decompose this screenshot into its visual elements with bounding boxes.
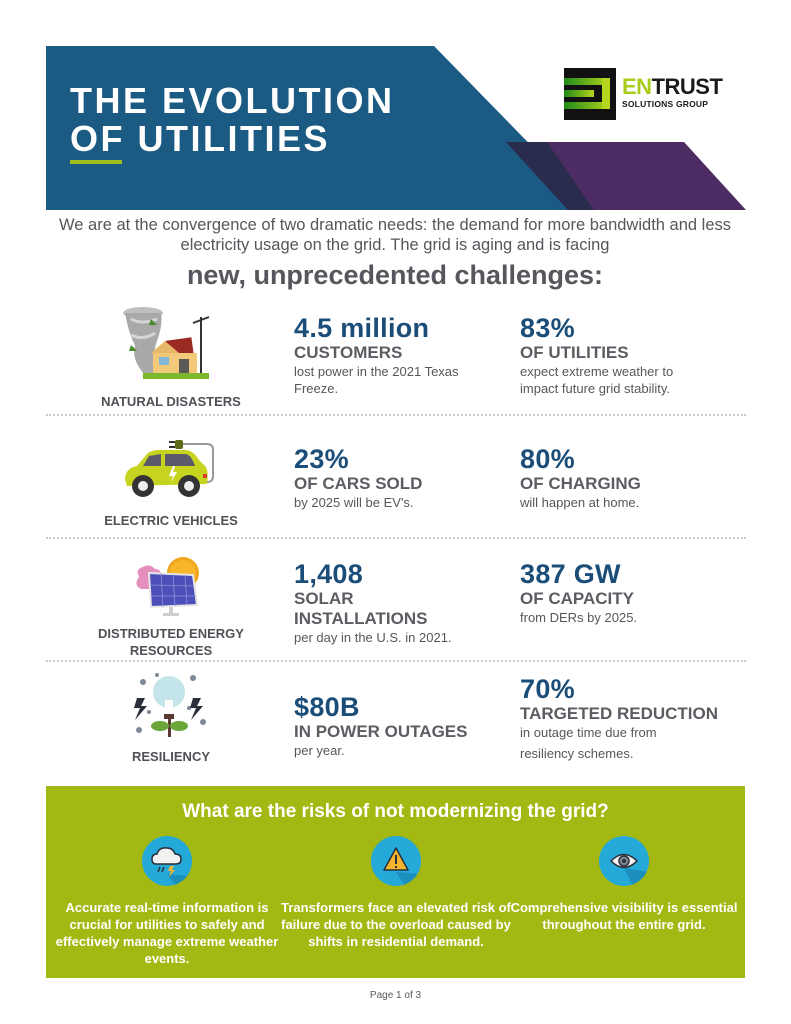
stat-description: will happen at home. xyxy=(520,495,640,510)
lightbulb-plant-icon xyxy=(131,672,211,742)
risks-panel: What are the risks of not modernizing th… xyxy=(46,786,745,978)
entrust-logo: ENTRUST SOLUTIONS GROUP xyxy=(564,68,724,120)
stat-value: $80B xyxy=(294,692,360,722)
stat-heading: TARGETED REDUCTION xyxy=(520,704,719,723)
stat-heading: OF CHARGING xyxy=(520,474,641,493)
stat-charging: 80% OF CHARGING will happen at home. xyxy=(520,444,720,511)
stat-solar-installations: 1,408 SOLAR INSTALLATIONS per day in the… xyxy=(294,559,494,646)
storm-cloud-icon xyxy=(142,836,192,886)
category-electric-vehicles: ELECTRIC VEHICLES xyxy=(86,436,256,529)
row-natural-disasters: NATURAL DISASTERS 4.5 million CUSTOMERS … xyxy=(46,305,746,410)
logo-wordmark: ENTRUST xyxy=(622,74,723,99)
stat-value: 70% xyxy=(520,674,575,704)
risk-visibility: Comprehensive visibility is essential th… xyxy=(509,836,739,933)
page-title: THE EVOLUTION OF UTILITIES xyxy=(70,82,395,158)
risk-transformers: Transformers face an elevated risk of fa… xyxy=(281,836,511,950)
stat-description: from DERs by 2025. xyxy=(520,610,638,625)
header-banner: THE EVOLUTION OF UTILITIES ENTRUST SOLUT… xyxy=(46,46,746,210)
row-resiliency: RESILIENCY $80B IN POWER OUTAGES per yea… xyxy=(46,672,746,772)
stat-heading: OF UTILITIES xyxy=(520,343,629,362)
category-label-line-2: RESOURCES xyxy=(129,643,213,658)
eye-icon xyxy=(599,836,649,886)
category-resiliency: RESILIENCY xyxy=(86,672,256,765)
stat-capacity: 387 GW OF CAPACITY from DERs by 2025. xyxy=(520,559,720,626)
risk-text: Comprehensive visibility is essential th… xyxy=(510,900,738,932)
category-label: NATURAL DISASTERS xyxy=(101,394,241,409)
stat-heading: IN POWER OUTAGES xyxy=(294,722,468,741)
category-label-line-1: DISTRIBUTED ENERGY xyxy=(98,626,244,641)
stat-value: 80% xyxy=(520,444,575,474)
banner-shapes xyxy=(46,46,746,210)
section-divider xyxy=(46,414,746,416)
stat-description: by 2025 will be EV's. xyxy=(294,495,414,510)
stat-description: per day in the U.S. in 2021. xyxy=(294,630,452,645)
title-underline xyxy=(70,160,122,164)
intro-emphasis: new, unprecedented challenges: xyxy=(186,260,604,290)
stat-description: expect extreme weather to impact future … xyxy=(520,364,674,396)
page-number: Page 1 of 3 xyxy=(369,990,422,1001)
electric-car-icon xyxy=(121,436,221,502)
stat-value: 23% xyxy=(294,444,349,474)
stat-value: 1,408 xyxy=(294,559,364,589)
stat-description-line-1: in outage time due from xyxy=(520,725,657,740)
category-label: ELECTRIC VEHICLES xyxy=(104,513,238,528)
stat-description-line-2: resiliency schemes. xyxy=(520,746,634,761)
intro-text: We are at the convergence of two dramati… xyxy=(59,216,731,254)
stat-description: per year. xyxy=(294,743,345,758)
stat-customers: 4.5 million CUSTOMERS lost power in the … xyxy=(294,313,494,397)
category-label: RESILIENCY xyxy=(131,749,210,764)
title-line-1: THE EVOLUTION xyxy=(70,80,395,121)
stat-targeted-reduction: 70% TARGETED REDUCTION in outage time du… xyxy=(520,674,740,762)
stat-heading: OF CAPACITY xyxy=(520,589,634,608)
row-distributed-energy: DISTRIBUTED ENERGY RESOURCES 1,408 SOLAR… xyxy=(46,555,746,658)
risk-text: Transformers face an elevated risk of fa… xyxy=(281,900,511,949)
stat-cars-sold: 23% OF CARS SOLD by 2025 will be EV's. xyxy=(294,444,494,511)
title-line-2: OF UTILITIES xyxy=(70,118,330,159)
category-distributed-energy: DISTRIBUTED ENERGY RESOURCES xyxy=(86,555,256,659)
stat-value: 83% xyxy=(520,313,575,343)
section-divider xyxy=(46,660,746,662)
risks-title: What are the risks of not modernizing th… xyxy=(182,801,609,822)
stat-power-outages: $80B IN POWER OUTAGES per year. xyxy=(294,692,494,759)
stat-utilities: 83% OF UTILITIES expect extreme weather … xyxy=(520,313,720,397)
stat-heading: CUSTOMERS xyxy=(294,343,403,362)
stat-value: 387 GW xyxy=(520,559,621,589)
stat-description: lost power in the 2021 Texas Freeze. xyxy=(294,364,459,396)
stat-heading-line-1: SOLAR xyxy=(294,589,354,608)
row-electric-vehicles: ELECTRIC VEHICLES 23% OF CARS SOLD by 20… xyxy=(46,436,746,532)
stat-value: 4.5 million xyxy=(294,313,430,343)
risk-weather: Accurate real-time information is crucia… xyxy=(52,836,282,967)
stat-heading-line-2: INSTALLATIONS xyxy=(294,609,428,628)
category-natural-disasters: NATURAL DISASTERS xyxy=(86,305,256,410)
logo-mark-icon xyxy=(564,68,616,120)
risk-text: Accurate real-time information is crucia… xyxy=(55,900,279,966)
stat-heading: OF CARS SOLD xyxy=(294,474,423,493)
section-divider xyxy=(46,537,746,539)
warning-icon xyxy=(371,836,421,886)
tornado-house-icon xyxy=(121,305,221,383)
solar-panel-icon xyxy=(131,555,211,617)
logo-subtitle: SOLUTIONS GROUP xyxy=(622,99,709,109)
